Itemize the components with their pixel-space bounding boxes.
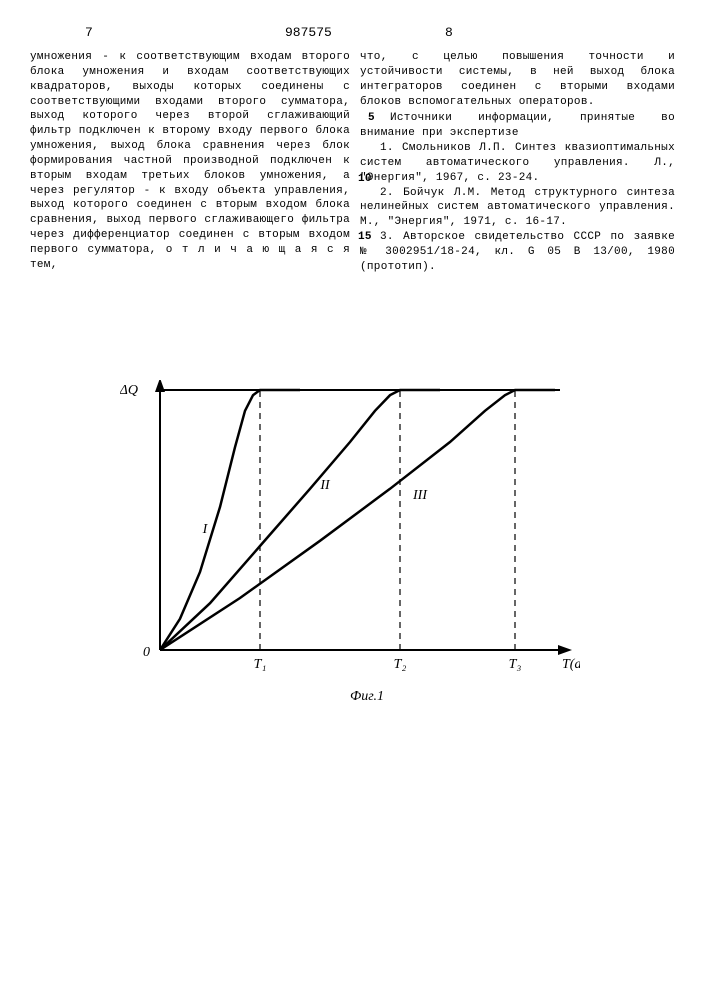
ref3-text: 3. Авторское свидетельство СССР по заявк… <box>360 231 675 273</box>
margin-line-15: 15 <box>338 230 372 245</box>
left-column: умножения - к соответствующим входам вто… <box>30 50 350 275</box>
right-heading: 5 Источники информации, принятые во вним… <box>360 111 675 141</box>
figure-1: ΔQ0T(ai)T₁T₂T₃IIIIII Фиг.1 <box>120 380 580 700</box>
svg-text:T(ai): T(ai) <box>562 657 580 672</box>
reference-1: 1. Смольников Л.П. Синтез квазиоптимальн… <box>360 141 675 186</box>
chart-svg: ΔQ0T(ai)T₁T₂T₃IIIIII <box>120 380 580 700</box>
svg-text:II: II <box>319 478 331 493</box>
reference-3: 15 3. Авторское свидетельство СССР по за… <box>360 230 675 275</box>
reference-2: 10 2. Бойчук Л.М. Метод структурного син… <box>360 186 675 231</box>
ref1-text: 1. Смольников Л.П. Синтез квазиоптимальн… <box>360 142 675 184</box>
svg-text:I: I <box>202 522 209 537</box>
figure-caption: Фиг.1 <box>350 689 384 705</box>
document-id: 987575 <box>285 25 332 40</box>
right-para-1: что, с целью повышения точности и устойч… <box>360 50 675 109</box>
sources-heading: Источники информации, принятые во вниман… <box>360 112 675 139</box>
svg-text:T₃: T₃ <box>509 657 522 672</box>
margin-line-10: 10 <box>338 172 372 187</box>
svg-text:T₁: T₁ <box>254 657 267 672</box>
right-column: что, с целью повышения точности и устойч… <box>360 50 675 275</box>
margin-line-5: 5 <box>338 111 375 126</box>
ref2-text: 2. Бойчук Л.М. Метод структурного синтез… <box>360 187 675 229</box>
svg-text:III: III <box>412 488 428 503</box>
page-number-left: 7 <box>85 25 93 40</box>
text-columns: умножения - к соответствующим входам вто… <box>30 50 680 275</box>
svg-text:0: 0 <box>143 645 150 660</box>
page-number-right: 8 <box>445 25 453 40</box>
svg-text:ΔQ: ΔQ <box>120 383 138 398</box>
svg-text:T₂: T₂ <box>394 657 407 672</box>
